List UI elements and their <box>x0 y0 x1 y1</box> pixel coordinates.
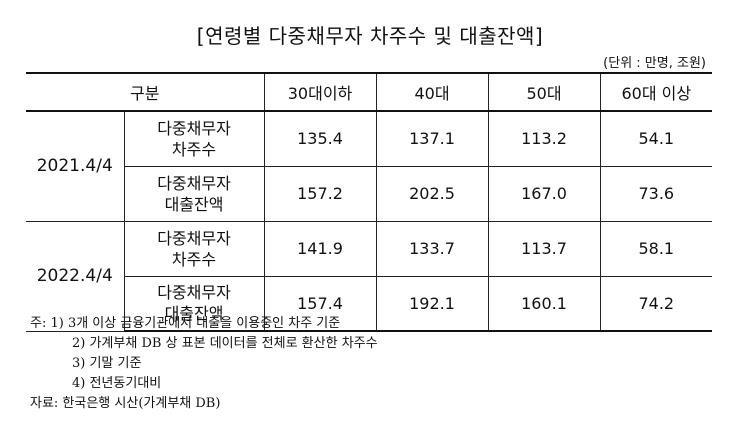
table-row: 다중채무자 대출잔액 157.4 192.1 160.1 74.2 <box>26 275 713 332</box>
source-note: 자료: 한국은행 시산(가계부채 DB) <box>30 396 221 411</box>
period-cell: 2022.4/4 <box>26 220 125 332</box>
value-cell: 137.1 <box>375 110 489 167</box>
value-cell: 141.9 <box>263 220 377 277</box>
header-age-30s-under: 30대이하 <box>263 72 377 112</box>
value-cell: 73.6 <box>599 165 713 222</box>
footnote: 4) 전년동기대비 <box>72 376 162 391</box>
value-cell: 167.0 <box>487 165 601 222</box>
category-cell: 다중채무자 대출잔액 <box>124 165 265 222</box>
category-line: 다중채무자 <box>157 173 231 193</box>
header-category: 구분 <box>26 72 265 112</box>
category-cell: 다중채무자 차주수 <box>123 220 265 277</box>
value-cell: 157.2 <box>263 165 377 222</box>
value-cell: 54.1 <box>599 110 713 167</box>
category-line: 다중채무자 <box>157 228 231 248</box>
table-row: 2021.4/4 다중채무자 차주수 135.4 137.1 113.2 54.… <box>26 110 713 222</box>
unit-label: (단위 : 만명, 조원) <box>603 56 706 71</box>
category-line: 대출잔액 <box>164 304 224 324</box>
header-age-40s: 40대 <box>375 72 489 112</box>
value-cell: 133.7 <box>375 220 489 277</box>
debtor-table: 구분 30대이하 40대 50대 60대 이상 2021.4/4 다중채무자 차… <box>26 72 713 332</box>
header-row: 구분 30대이하 40대 50대 60대 이상 <box>26 72 713 112</box>
header-age-60s-over: 60대 이상 <box>599 72 713 112</box>
value-cell: 113.7 <box>487 220 601 277</box>
header-age-50s: 50대 <box>487 72 601 112</box>
table-row: 다중채무자 대출잔액 157.2 202.5 167.0 73.6 <box>26 165 713 222</box>
footnotes: 주: 1) 3개 이상 금융기관에서 대출을 이용중인 차주 기준 2) 가계부… <box>30 314 378 414</box>
category-cell: 다중채무자 대출잔액 <box>124 275 265 332</box>
value-cell: 113.2 <box>487 110 601 167</box>
value-cell: 135.4 <box>263 110 377 167</box>
category-line: 다중채무자 <box>157 283 231 303</box>
table-title: [연령별 다중채무자 차주수 및 대출잔액] <box>196 24 544 48</box>
value-cell: 160.1 <box>487 275 601 332</box>
category-line: 차주수 <box>171 139 217 159</box>
footnote: 3) 기말 기준 <box>72 356 142 371</box>
value-cell: 74.2 <box>599 275 713 332</box>
category-line: 대출잔액 <box>164 194 224 214</box>
footnote: 2) 가계부채 DB 상 표본 데이터를 전체로 환산한 차주수 <box>72 336 378 351</box>
period-cell: 2021.4/4 <box>26 110 125 222</box>
category-line: 다중채무자 <box>157 118 231 138</box>
value-cell: 58.1 <box>599 220 713 277</box>
footnote: 주: 1) 3개 이상 금융기관에서 대출을 이용중인 차주 기준 <box>30 316 341 331</box>
table-row: 2022.4/4 다중채무자 차주수 141.9 133.7 113.7 58.… <box>26 220 713 332</box>
value-cell: 192.1 <box>375 275 489 332</box>
value-cell: 202.5 <box>375 165 489 222</box>
category-line: 차주수 <box>171 249 217 269</box>
category-cell: 다중채무자 차주수 <box>123 110 265 167</box>
